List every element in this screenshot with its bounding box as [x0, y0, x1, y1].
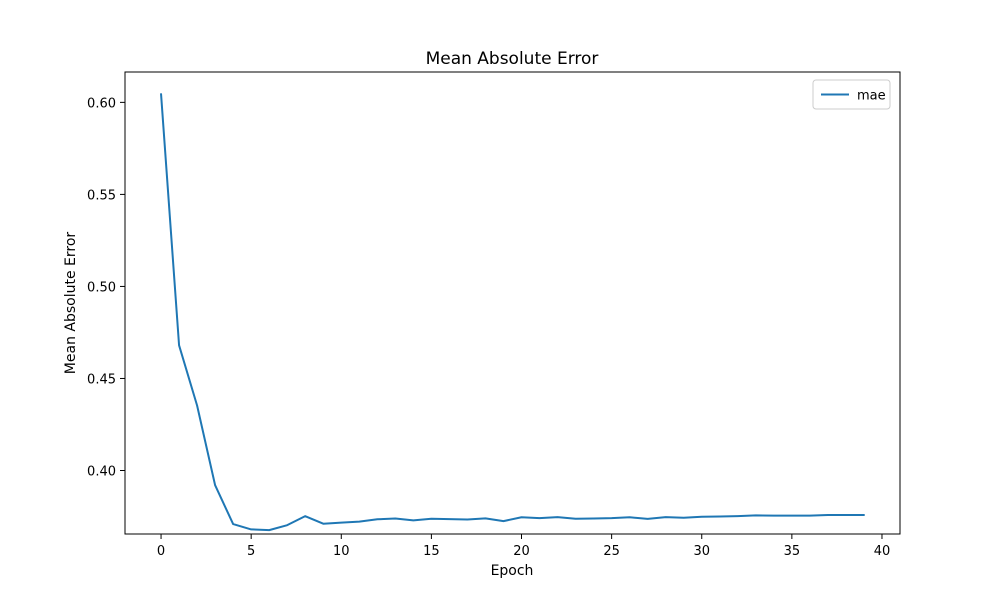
x-tick-label: 20: [513, 544, 530, 559]
y-tick-label: 0.45: [87, 372, 116, 387]
x-tick-label: 35: [784, 544, 801, 559]
y-axis-label: Mean Absolute Error: [63, 232, 79, 375]
y-tick-label: 0.60: [87, 96, 116, 111]
x-axis-label: Epoch: [491, 563, 534, 579]
x-tick-label: 10: [333, 544, 350, 559]
y-tick-label: 0.40: [87, 464, 116, 479]
legend-box: [812, 79, 891, 110]
plot-area: 0 5 10 15 20 25 30 35 40 0.40 0.45 0.50 0.55 0.60 mae: [87, 71, 901, 559]
x-tick-label: 30: [693, 544, 710, 559]
chart-title: Mean Absolute Error: [426, 49, 599, 69]
x-tick-label: 25: [603, 544, 620, 559]
x-tick-label: 5: [247, 544, 255, 559]
x-tick-label: 15: [423, 544, 440, 559]
x-tick-label: 40: [874, 544, 891, 559]
y-tick-label: 0.55: [87, 188, 116, 203]
y-tick-label: 0.50: [87, 280, 116, 295]
legend-label-mae: mae: [857, 89, 886, 104]
plot-frame: [124, 71, 901, 535]
series-line-mae: [160, 93, 865, 532]
x-tick-label: 0: [157, 544, 165, 559]
